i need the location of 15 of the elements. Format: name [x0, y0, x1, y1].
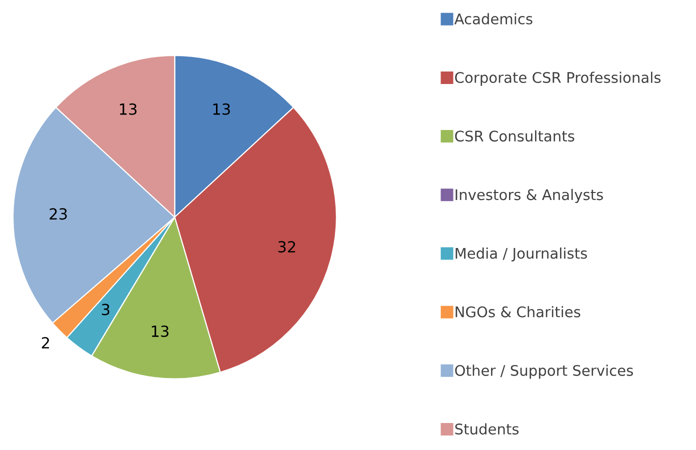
legend-label: NGOs & Charities — [456, 306, 580, 318]
legend-label: Students — [455, 423, 519, 435]
data-label: 23 — [50, 208, 67, 220]
legend-label: Investors & Analysts — [456, 188, 603, 204]
data-label: 13 — [213, 103, 230, 115]
data-label: 32 — [278, 241, 296, 253]
data-label: 13 — [152, 325, 168, 338]
legend-label: Media / Journalists — [456, 247, 587, 262]
legend-label: Academics — [454, 13, 532, 24]
legend-label: Other / Support Services — [455, 364, 633, 379]
legend-label: CSR Consultants — [455, 130, 574, 142]
data-label: 13 — [120, 103, 137, 115]
data-label: 2 — [42, 337, 49, 348]
legend-label: Corporate CSR Professionals — [455, 72, 661, 86]
data-label: 3 — [102, 304, 110, 316]
